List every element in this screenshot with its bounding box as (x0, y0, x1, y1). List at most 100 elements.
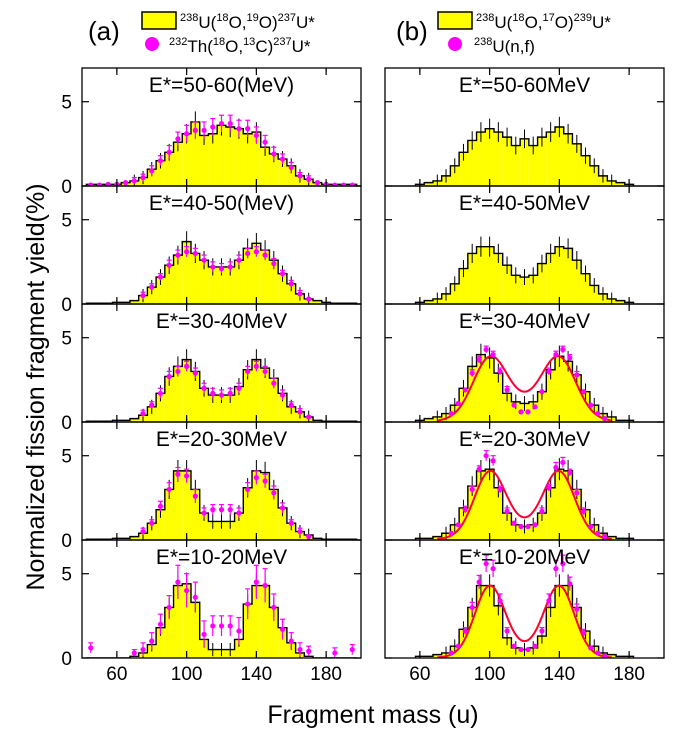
panel-a-2-data-point (166, 373, 172, 380)
panel-b-4-data-point (602, 653, 608, 658)
panel-a-4-plot-area (86, 564, 357, 658)
panel-a-0-data-point (297, 173, 303, 179)
panel-a-1-data-point (245, 250, 251, 257)
panel-a-0-data-point (105, 181, 111, 186)
panel-b-1-bar (616, 300, 625, 304)
panel-b-0-bar (616, 182, 625, 186)
panel-b-4-bar (563, 585, 573, 658)
panel-a-1-plot-area (85, 231, 358, 304)
panel-b-3-data-point (476, 466, 482, 472)
panel-a-2-data-point (184, 363, 190, 369)
panel-b-3-data-point (595, 530, 601, 536)
panel-a-1-title: E*=40-50(MeV) (149, 192, 294, 215)
panel-b-4-data-point (511, 643, 517, 649)
panel-b-4-bar (502, 637, 512, 658)
panel-b-2-data-point (525, 409, 531, 415)
panel-b-2-data-point (462, 387, 468, 393)
panel-a-2-bar (225, 395, 235, 422)
panel-a-4: 60 100 140 180 0 5 E*=10-20MeV (61, 539, 362, 685)
panel-b-3-bar (555, 469, 564, 540)
panel-a-3-data-point (201, 510, 207, 516)
legend-a-histogram-label: 238U(18O,19O)237U* (180, 12, 315, 32)
panel-a-3-bar (225, 521, 235, 540)
panel-a-1-bar (121, 302, 130, 304)
panel-b-2-data-point (476, 357, 482, 363)
panel-b-2-bar (581, 391, 590, 422)
y-axis-label: Normalized fission fragment yield(%) (22, 183, 50, 590)
panel-b-1-bar (537, 263, 547, 304)
panel-b-3-bar (616, 538, 625, 540)
panel-b-2-bar (546, 369, 556, 422)
panel-b-4-data-point (462, 628, 468, 634)
panel-a-3-data-point (149, 520, 155, 526)
panel-a-4-data-point (131, 650, 137, 656)
panel-b-0-bar (424, 182, 433, 186)
panel-a-4-data-point (157, 621, 164, 627)
panel-a-4-data-point (271, 604, 277, 611)
panel-a-1-bar (147, 287, 157, 304)
panel-b-3-bar (502, 513, 512, 540)
panel-b-0-bar (485, 128, 494, 186)
panel-a-0-data-point (227, 121, 233, 127)
panel-b-4-bar (616, 656, 625, 658)
panel-a-3-data-point (245, 486, 251, 493)
panel-a-4-xtick-label: 60 (106, 664, 127, 685)
panel-a-1-data-point (184, 249, 190, 255)
panel-a-2-bar (147, 406, 157, 422)
panel-a-0-data-point (96, 182, 103, 186)
panel-a-2-data-point (279, 392, 286, 398)
panel-a-1-bar (164, 265, 174, 304)
panel-b-2-bar (563, 361, 573, 422)
panel-b-4-data-point (560, 561, 566, 567)
panel-b-3-fit-curve (437, 469, 612, 540)
panel-a-3-bar (286, 523, 296, 540)
panel-b-3-bar (424, 538, 433, 540)
panel-a-4-data-point (245, 601, 251, 607)
panel-b-1: E*=40-50MeV (384, 185, 665, 305)
panel-b-4-bar (607, 654, 617, 658)
panel-a-0-data-point (288, 164, 294, 171)
panel-b-3-data-point (483, 453, 489, 459)
panel-b-4-data-point (581, 630, 587, 636)
panel-b-4-data-point (504, 628, 510, 634)
panel-a-3-bar (243, 487, 253, 540)
panel-a-0-data-point (122, 180, 129, 186)
panel-a-4-data-point (166, 604, 172, 611)
panel-a-1-data-point (201, 257, 207, 263)
panel-b-4-bar (537, 636, 547, 658)
panel-a-1-data-point (140, 292, 146, 299)
panel-a-3-data-point (166, 486, 172, 493)
panel-a-3-bar (252, 470, 261, 540)
panel-a-4-data-point (88, 645, 94, 651)
panel-a-1-bar (217, 266, 226, 304)
panel-a-2-data-point (271, 380, 277, 386)
panel-a-3-data-point (236, 510, 242, 516)
panel-a-0-bar (217, 125, 226, 186)
panel-a-3-bar (121, 538, 130, 540)
panel-a-1-data-point (192, 250, 198, 257)
panel-b-0-bar (493, 132, 503, 186)
panel-b-4-data-point (567, 581, 573, 587)
panel-b-4-fit-curve (437, 584, 612, 658)
panel-b-1-bar (581, 273, 590, 304)
panel-b-3-plot-area (414, 450, 635, 540)
panel-b-1-bar (555, 246, 564, 304)
panel-a-0-data-point (218, 121, 225, 127)
panel-b-2-data-point (567, 355, 573, 361)
panel-a-4-data-point (201, 631, 207, 638)
panel-a-2-data-point (218, 392, 225, 398)
legend-b-box-swatch (437, 11, 473, 30)
panel-a-1-ytick-label: 5 (61, 211, 72, 232)
panel-a-3-bar (217, 521, 226, 540)
panel-a-4-bar (260, 585, 270, 658)
panel-a-2-bar (156, 393, 165, 422)
panel-b-2-fit-curve (437, 355, 612, 422)
panel-a-4-bar (190, 602, 200, 658)
panel-b-4-data-point (588, 645, 594, 651)
panel-b-2-data-point (546, 368, 552, 375)
panel-b-2-bar (485, 357, 494, 422)
panel-a-0-data-point (271, 151, 277, 157)
panel-a-3-data-point (288, 520, 294, 526)
panel-a-0-data-point (262, 139, 268, 145)
